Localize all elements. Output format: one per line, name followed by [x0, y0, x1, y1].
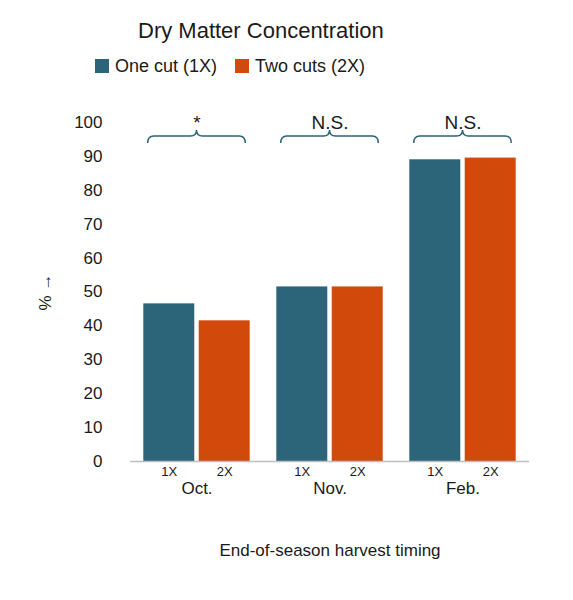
svg-text:40: 40 — [84, 316, 103, 335]
svg-text:Feb.: Feb. — [446, 479, 480, 498]
svg-text:1X: 1X — [294, 464, 310, 479]
svg-text:% →: % → — [36, 274, 55, 311]
svg-text:20: 20 — [84, 384, 103, 403]
svg-text:Oct.: Oct. — [181, 479, 212, 498]
svg-text:80: 80 — [84, 181, 103, 200]
svg-text:60: 60 — [84, 249, 103, 268]
svg-text:50: 50 — [84, 282, 103, 301]
svg-text:2X: 2X — [217, 464, 233, 479]
svg-text:2X: 2X — [350, 464, 366, 479]
svg-text:N.S.: N.S. — [312, 112, 349, 133]
svg-text:70: 70 — [84, 215, 103, 234]
svg-text:2X: 2X — [483, 464, 499, 479]
svg-text:90: 90 — [84, 147, 103, 166]
svg-text:30: 30 — [84, 350, 103, 369]
svg-text:*: * — [193, 112, 201, 133]
svg-text:10: 10 — [84, 418, 103, 437]
svg-text:0: 0 — [93, 452, 102, 471]
html-text:One cut (1X): One cut (1X) — [115, 55, 217, 76]
svg-text:End-of-season harvest timing: End-of-season harvest timing — [219, 541, 440, 560]
svg-text:Nov.: Nov. — [313, 479, 347, 498]
svg-text:1X: 1X — [161, 464, 177, 479]
svg-text:N.S.: N.S. — [445, 112, 482, 133]
html-text:Dry Matter Concentration: Dry Matter Concentration — [138, 18, 384, 43]
html-text:Two cuts (2X): Two cuts (2X) — [255, 55, 366, 76]
svg-text:1X: 1X — [427, 464, 443, 479]
svg-text:100: 100 — [74, 113, 102, 132]
